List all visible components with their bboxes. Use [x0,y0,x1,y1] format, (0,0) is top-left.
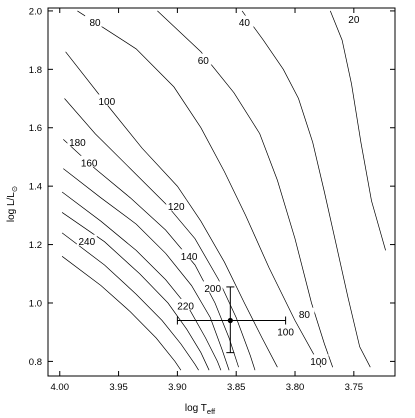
contour-label-220: 220 [177,301,194,312]
x-tick-label: 3.85 [227,382,246,393]
x-tick-label: 3.90 [168,382,187,393]
contour-label-160: 160 [81,158,98,169]
data-point-with-error-bars [176,286,287,354]
contour-label-bg [175,298,196,310]
contour-label-bg [96,94,117,106]
contour-line-40 [241,10,371,368]
y-tick-label: 1.0 [29,298,42,309]
contour-line-180 [61,191,222,371]
contour-label-bg [343,12,364,24]
contour-label-bg [193,53,214,65]
contour-label-bg [308,354,329,366]
contour-label-240: 240 [78,237,95,248]
y-tick-label: 1.8 [29,65,42,76]
contour-label-bg [202,281,223,293]
contour-label-bg [234,15,255,27]
contour-line-80 [77,10,322,368]
contour-label-bg [166,199,187,211]
x-tick-label: 4.00 [51,382,70,393]
y-tick-label: 2.0 [29,6,42,17]
contour-label-bg [275,325,296,337]
contour-label-100: 100 [310,357,327,368]
contour-lines [61,10,386,371]
contour-label-100: 100 [98,97,115,108]
contour-label-100: 100 [277,328,294,339]
contour-label-140: 140 [181,252,198,263]
contour-line-100 [65,51,278,368]
contour-labels: 20 40 60 80 100 120 140 160 180 200 220 240 80 100 100 [67,12,364,368]
contour-line-140 [63,139,239,368]
x-tick-label: 3.95 [109,382,128,393]
x-axis-title: log Teff [185,403,216,416]
contour-label-200: 200 [204,284,221,295]
contour-label-bg [294,307,315,319]
contour-label-bg [67,135,88,147]
contour-label-bg [85,15,106,27]
contour-label-80: 80 [299,310,311,321]
y-tick-label: 1.2 [29,240,42,251]
contour-line-220 [61,232,199,371]
contour-label-40: 40 [239,18,251,29]
contour-line-200 [61,212,210,371]
contour-label-20: 20 [348,15,360,26]
x-tick-label: 3.80 [286,382,305,393]
data-point-marker [227,317,233,324]
y-axis-ticks: 0.8 1.0 1.2 1.4 1.6 1.8 2.0 [29,6,395,368]
x-tick-label: 3.75 [345,382,364,393]
contour-line-240 [61,256,182,371]
contour-line-60 [157,10,334,368]
contour-label-120: 120 [168,202,185,213]
x-axis-ticks: 4.00 3.95 3.90 3.85 3.80 3.75 [51,8,364,393]
contour-label-bg [79,155,100,167]
contour-line-20 [329,10,386,251]
y-tick-label: 0.8 [29,357,42,368]
contour-label-bg [76,234,97,246]
y-tick-label: 1.6 [29,123,42,134]
contour-label-bg [179,249,200,261]
y-tick-label: 1.4 [29,182,42,193]
contour-line-160 [63,168,230,371]
plot-frame [47,7,396,377]
contour-line-120 [64,98,256,371]
contour-label-180: 180 [69,138,86,149]
contour-label-60: 60 [198,56,210,67]
y-axis-title: log L/L⊙ [6,186,19,222]
contour-label-80: 80 [89,18,101,29]
